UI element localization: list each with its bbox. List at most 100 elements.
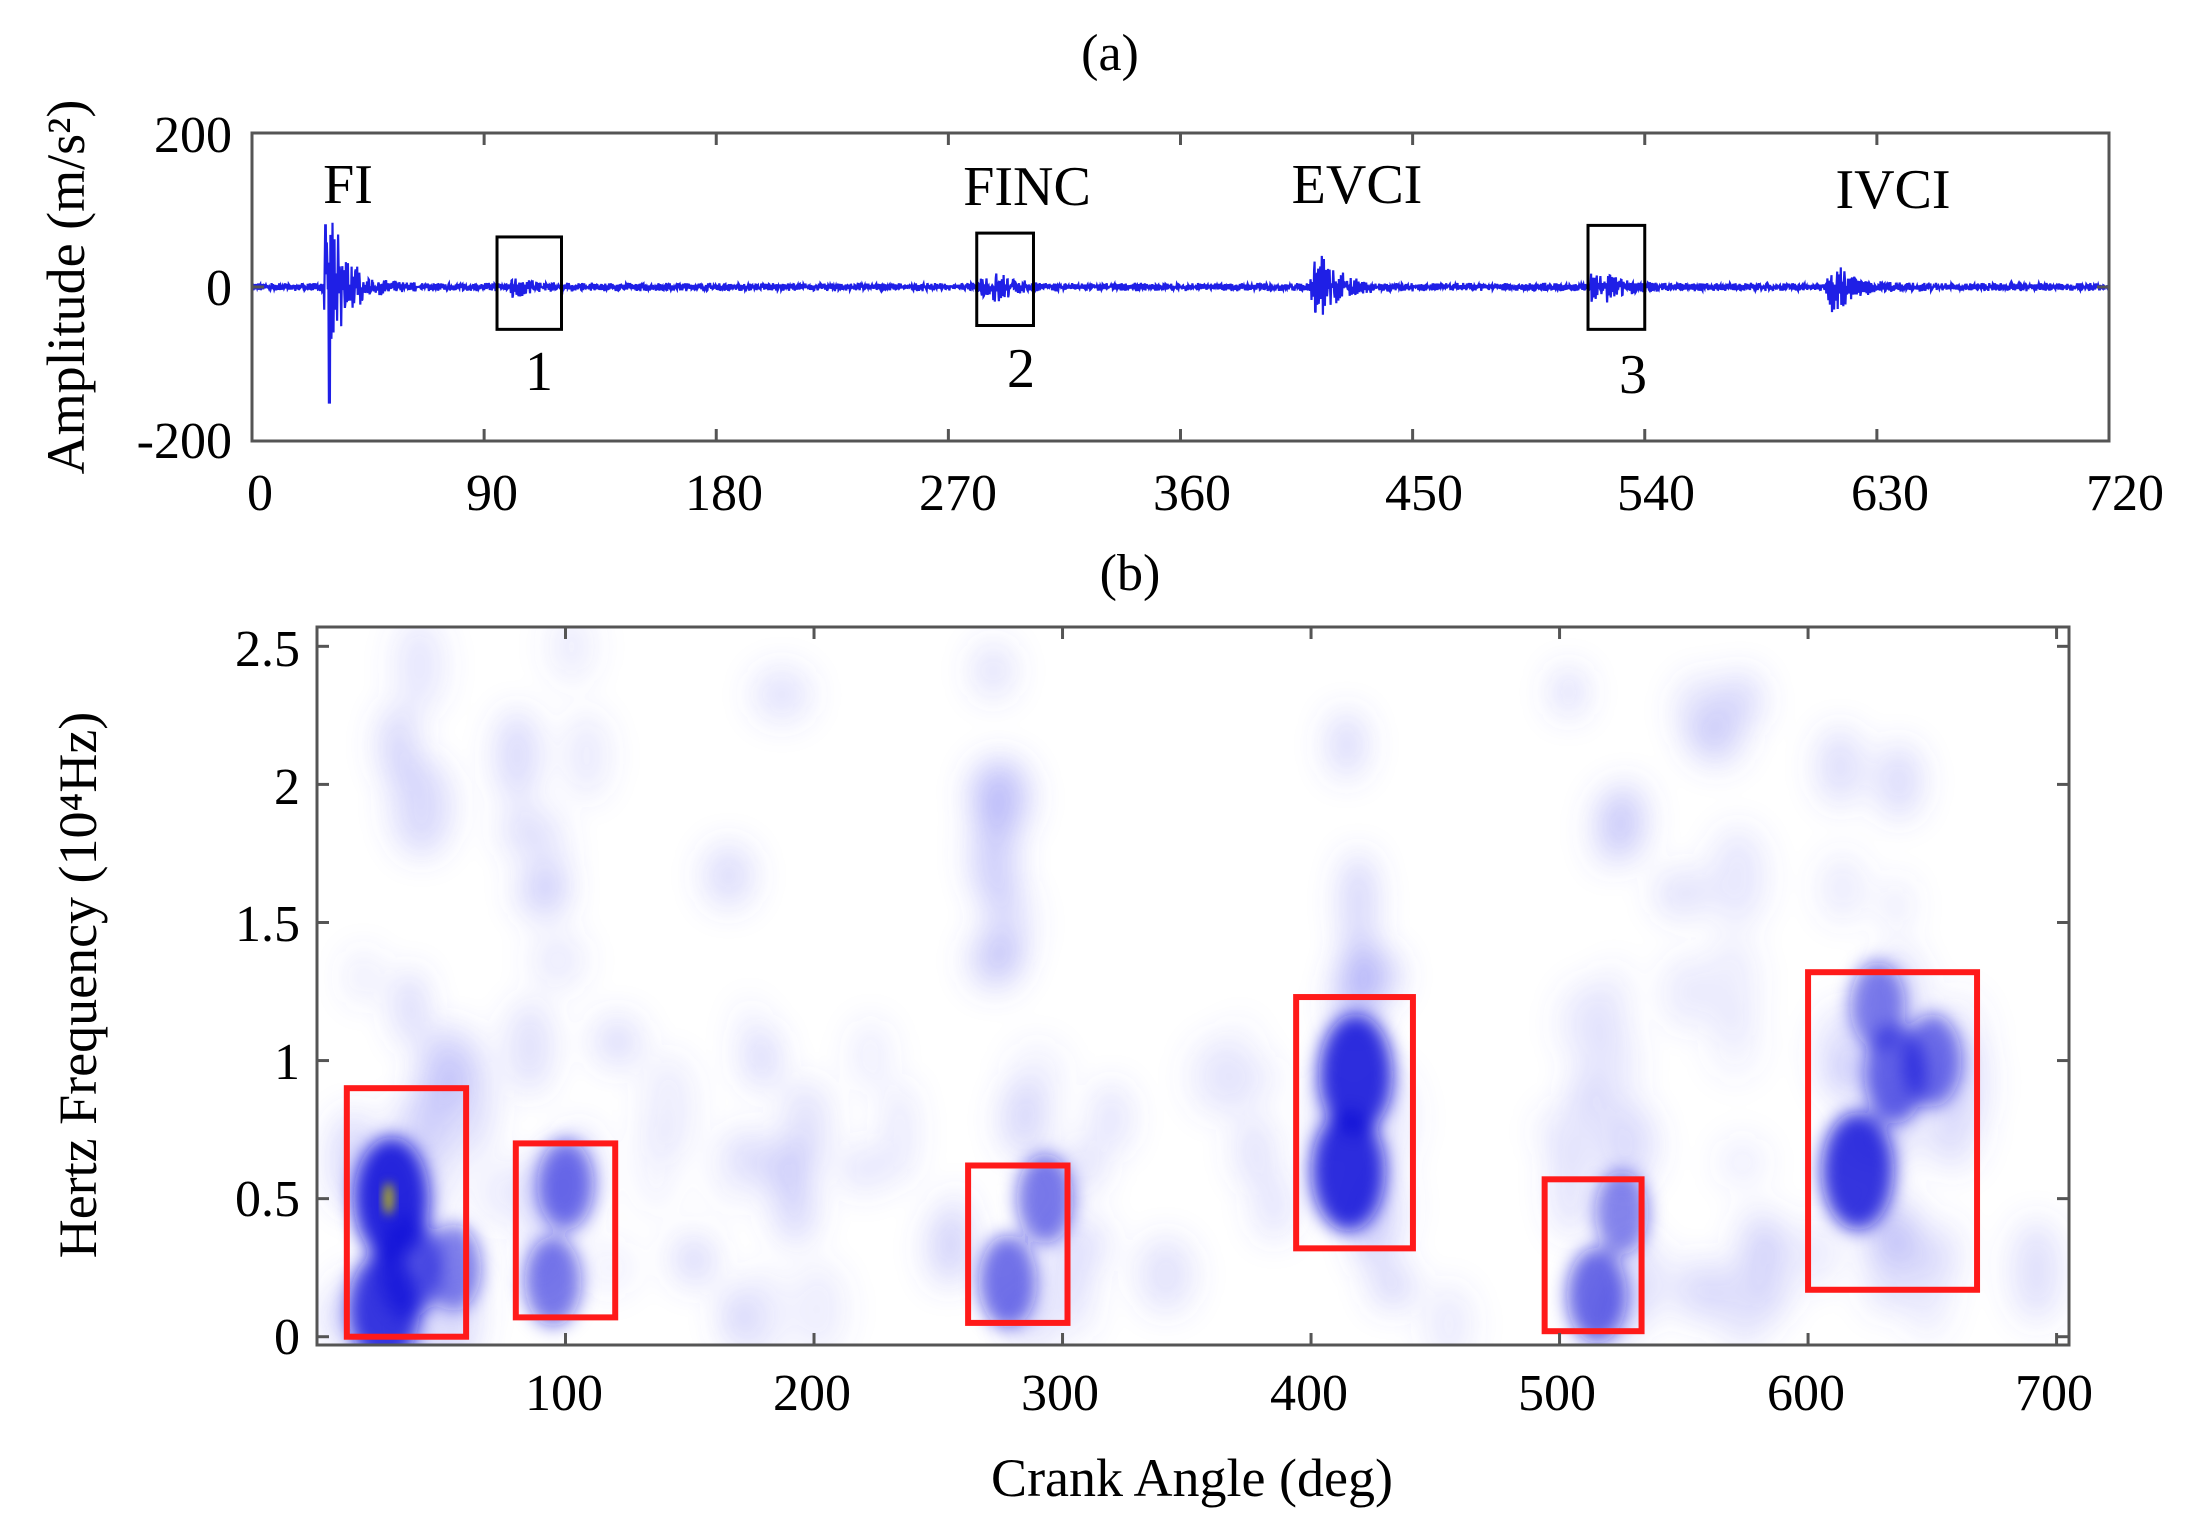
heat-texture-cell: [1137, 1236, 1194, 1313]
heat-texture-cell: [884, 1081, 916, 1183]
heat-texture-cell: [1876, 744, 1922, 819]
heat-texture-cell: [1710, 827, 1766, 926]
heat-texture-cell: [1821, 854, 1864, 922]
heat-texture-cell: [479, 1157, 513, 1231]
heat-texture-cell: [743, 1268, 783, 1345]
heat-texture-cell: [849, 1019, 892, 1093]
heat-texture-cell: [1551, 667, 1586, 717]
heat-texture-cell: [582, 1240, 637, 1295]
panel-a-xtick-label: 630: [1851, 465, 1929, 522]
heat-texture-cell: [1538, 1104, 1593, 1158]
heat-texture-cell: [642, 1054, 696, 1157]
heat-texture-cell: [516, 864, 568, 920]
heat-texture-cell: [1881, 879, 1912, 932]
heat-hotspot: [1311, 1110, 1386, 1232]
heat-texture-cell: [789, 1262, 846, 1345]
heat-texture-cell: [1921, 1110, 1966, 1162]
panel-b-ytick-label: 1.5: [235, 896, 300, 953]
box-number-3: 3: [1619, 344, 1647, 406]
panel-b-box-1: [343, 1085, 470, 1340]
heat-texture-cell: [495, 710, 539, 801]
heat-texture-cell: [1817, 728, 1863, 806]
panel-b-xtick-label: 700: [2015, 1365, 2093, 1422]
panel-a-ytick-label: -200: [137, 413, 232, 470]
panel-b-xtick-label: 300: [1021, 1365, 1099, 1422]
heat-texture-cell: [1091, 1083, 1132, 1154]
panel-a: (a) Amplitude (m/s²) 200 0 -200 0 90 180…: [36, 25, 2164, 522]
heat-texture-cell: [1235, 1116, 1276, 1187]
panel-b-y-axis-title: Hertz Frequency (10⁴Hz): [48, 712, 108, 1259]
panel-a-box-3: [1586, 223, 1647, 331]
heat-texture-cell: [1341, 852, 1376, 951]
heat-texture-cell: [1706, 932, 1758, 1037]
panel-b-plot-frame: [315, 625, 2071, 1347]
heat-hotspot: [426, 1223, 482, 1312]
heat-hotspot: [1903, 1013, 1962, 1108]
heat-hotspot: [1850, 961, 1906, 1050]
heat-texture-cell: [506, 1000, 553, 1094]
heat-texture-cell: [735, 1000, 764, 1088]
heat-texture-cell: [1797, 1217, 1840, 1288]
panel-b-xtick-label: 100: [525, 1365, 603, 1422]
heat-texture-cell: [782, 1080, 830, 1169]
panel-b-ytick-label: 1: [274, 1034, 300, 1091]
heat-texture-cell: [969, 759, 1020, 825]
heat-texture-cell: [984, 895, 1014, 984]
panel-a-xtick-label: 270: [919, 465, 997, 522]
panel-a-xtick-label: 540: [1617, 465, 1695, 522]
heat-texture-cell: [1253, 1173, 1294, 1241]
heat-texture-cell: [1708, 1009, 1762, 1080]
panel-a-box-2: [975, 231, 1035, 328]
panel-b-x-axis-title: Crank Angle (deg): [991, 1448, 1393, 1508]
panel-b-ytick-label: 0.5: [235, 1171, 300, 1228]
heat-texture-cell: [938, 1188, 973, 1278]
heat-texture-cell: [1327, 711, 1367, 779]
heat-texture-cell: [1690, 713, 1743, 766]
heat-texture-cell: [1371, 1262, 1414, 1309]
panel-a-ytick-label: 200: [154, 107, 232, 164]
heat-texture-cell: [1340, 947, 1401, 1003]
panel-b-box-3: [965, 1162, 1071, 1326]
heat-texture-cell: [395, 970, 425, 1045]
heat-texture-cell: [1008, 1041, 1067, 1104]
panel-a-xtick-label: 180: [685, 465, 763, 522]
panel-a-xtick-label: 450: [1385, 465, 1463, 522]
panel-b-xtick-label: 600: [1767, 1365, 1845, 1422]
panel-b-ytick-label: 0: [274, 1309, 300, 1366]
heat-hotspot: [1016, 1153, 1074, 1244]
heat-texture-cell: [564, 712, 610, 800]
heat-texture-cell: [1874, 1200, 1925, 1267]
heat-texture-cell: [707, 1131, 764, 1209]
panel-b-xtick-label: 400: [1270, 1365, 1348, 1422]
heat-texture-cell: [531, 931, 585, 990]
heat-hotspot: [537, 1139, 594, 1231]
heat-texture-cell: [1753, 1228, 1794, 1318]
box-number-2: 2: [1007, 338, 1035, 400]
heat-texture-cell: [1672, 1259, 1726, 1321]
heat-hotspot: [1821, 1111, 1895, 1231]
heat-texture-cell: [1079, 1216, 1108, 1272]
heat-texture-cell: [2011, 1219, 2062, 1323]
panel-b-boxes: [343, 969, 1981, 1340]
heat-texture-cell: [1720, 671, 1763, 729]
panel-a-box-1: [495, 235, 564, 331]
panel-b-box-5: [1541, 1176, 1645, 1335]
heat-texture-cell: [752, 666, 811, 723]
panel-b-box-6: [1805, 969, 1981, 1293]
heat-hotspot: [1318, 1013, 1393, 1135]
panel-b-title: (b): [1100, 545, 1161, 602]
box-number-1: 1: [525, 341, 553, 403]
heat-texture-cell: [1663, 955, 1710, 1030]
panel-b: (b) Hertz Frequency (10⁴Hz) Crank Angle …: [48, 545, 2093, 1508]
heat-texture-cell: [1596, 1101, 1656, 1188]
heat-texture-cell: [1654, 869, 1711, 919]
panel-a-xtick-label: 90: [466, 465, 518, 522]
heat-texture-cell: [391, 758, 452, 856]
heat-texture-cell: [1220, 1019, 1260, 1124]
panel-b-xtick-label: 200: [773, 1365, 851, 1422]
heat-texture-cell: [1425, 1284, 1473, 1345]
panel-b-ytick-label: 2.5: [235, 621, 300, 678]
heat-texture-cell: [838, 1145, 889, 1193]
panel-a-plot-frame: [250, 131, 2111, 443]
